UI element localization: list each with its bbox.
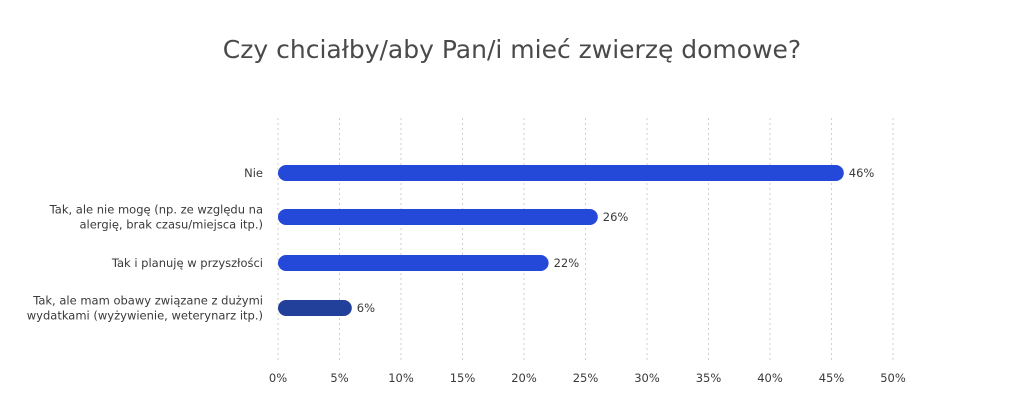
x-tick-label: 50% [880, 371, 906, 385]
data-label: 46% [849, 166, 875, 180]
x-tick-label: 35% [696, 371, 722, 385]
x-tick-label: 0% [269, 371, 287, 385]
data-label: 22% [554, 256, 580, 270]
x-tick-label: 15% [450, 371, 476, 385]
x-tick-label: 45% [819, 371, 845, 385]
x-tick-label: 25% [573, 371, 599, 385]
data-label: 6% [357, 301, 375, 315]
category-label: Tak, ale mam obawy związane z dużymi wyda… [27, 294, 263, 323]
chart-title: Czy chciałby/aby Pan/i mieć zwierzę domo… [223, 35, 801, 64]
bar [278, 300, 352, 316]
x-tick-label: 20% [511, 371, 537, 385]
bars [278, 165, 844, 316]
bar [278, 209, 598, 225]
x-tick-label: 10% [388, 371, 414, 385]
category-label: Tak i planuję w przyszłości [111, 256, 263, 270]
data-label: 26% [603, 210, 629, 224]
value-labels: 46% 26% 22% 6% [357, 166, 875, 315]
x-tick-label: 40% [757, 371, 783, 385]
category-label: Nie [244, 166, 263, 180]
category-labels: Nie Tak, ale nie mogę (np. ze względu na a… [27, 166, 263, 323]
x-tick-label: 5% [330, 371, 348, 385]
bar [278, 255, 549, 271]
x-axis-ticks: 0% 5% 10% 15% 20% 25% 30% 35% 40% 45% 50% [269, 371, 906, 385]
x-tick-label: 30% [634, 371, 660, 385]
gridlines [277, 118, 894, 362]
category-label: Tak, ale nie mogę (np. ze względu na aler… [49, 203, 263, 232]
bar [278, 165, 844, 181]
